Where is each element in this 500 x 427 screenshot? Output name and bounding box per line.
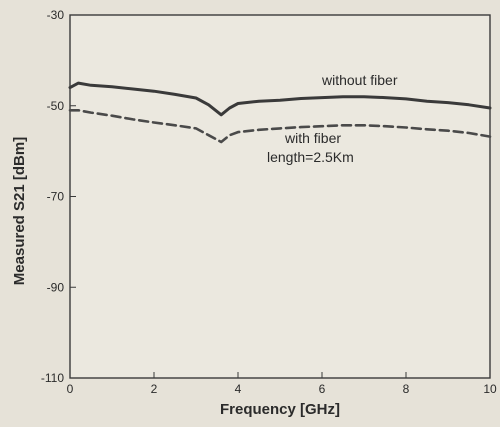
y-tick-label: -30 — [47, 8, 65, 22]
x-tick-label: 8 — [403, 382, 410, 396]
x-tick-label: 4 — [235, 382, 242, 396]
plot-frame — [69, 14, 491, 379]
annotation-without-fiber: without fiber — [321, 72, 398, 88]
y-tick-label: -70 — [47, 190, 65, 204]
x-tick-label: 2 — [151, 382, 158, 396]
annotation-fiber-length: length=2.5Km — [267, 149, 354, 165]
series-line-without-fiber — [68, 81, 492, 117]
x-tick-label: 0 — [67, 382, 74, 396]
y-axis-title: Measured S21 [dBm] — [11, 137, 28, 285]
series-line-with-fiber — [68, 109, 492, 144]
x-tick-label: 10 — [483, 382, 497, 396]
annotation-with-fiber: with fiber — [284, 130, 341, 146]
x-tick-label: 6 — [319, 382, 326, 396]
x-axis-title: Frequency [GHz] — [220, 401, 340, 418]
y-tick-label: -90 — [47, 280, 65, 294]
y-tick-label: -50 — [47, 99, 65, 113]
y-tick-label: -110 — [41, 371, 64, 385]
